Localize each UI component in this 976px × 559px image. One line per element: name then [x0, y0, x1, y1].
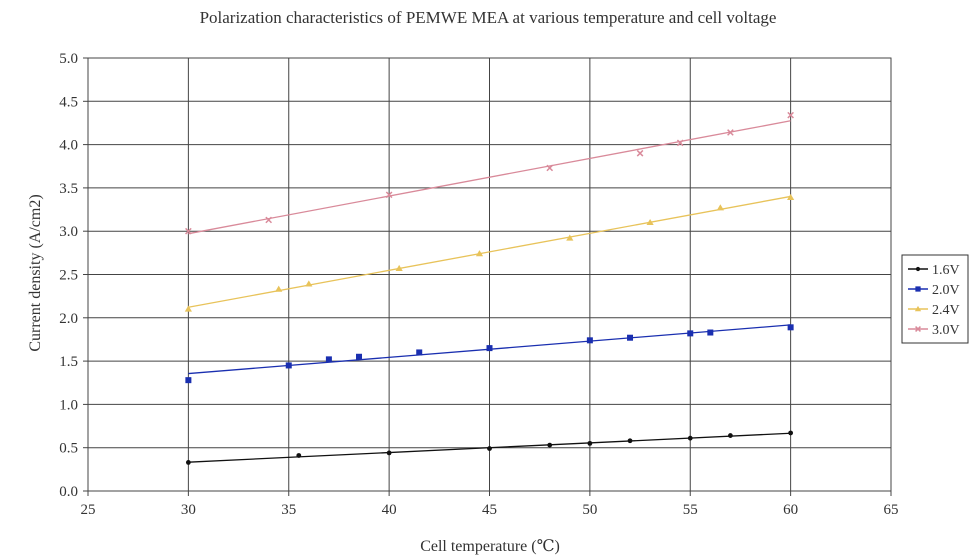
data-point	[787, 193, 795, 200]
axis-layer: 25 30 35 40 45 50 55 60 65 0.0 0.5 1.0 1.5 2.0 2.5 3.0 3…	[59, 51, 898, 518]
data-point	[386, 450, 392, 456]
series-line	[188, 195, 791, 308]
y-tick-label: 2.0	[59, 311, 78, 327]
data-point	[727, 129, 734, 136]
data-point	[787, 111, 794, 119]
data-point	[305, 280, 313, 287]
data-point	[265, 216, 273, 224]
data-point	[566, 234, 574, 241]
marker-stroke	[676, 139, 684, 147]
data-point	[325, 356, 332, 363]
y-tick-label: 1.0	[59, 397, 78, 413]
data-point	[487, 446, 492, 451]
y-axis-label: Current density (A/cm2)	[27, 194, 44, 351]
legend-item: 3.0V	[908, 323, 960, 338]
data-point	[184, 305, 192, 312]
legend-marker	[914, 305, 922, 312]
x-tick-label: 60	[783, 502, 798, 518]
data-point	[185, 460, 191, 465]
legend-label: 2.4V	[932, 303, 960, 318]
data-point	[627, 438, 633, 444]
marker-stroke	[385, 191, 393, 199]
legend-marker	[915, 286, 921, 292]
data-point	[627, 334, 634, 341]
data-point	[486, 345, 493, 352]
y-tick-label: 4.0	[59, 138, 78, 154]
x-tick-label: 55	[683, 502, 698, 518]
y-tick-label: 2.5	[59, 268, 78, 284]
data-point	[385, 191, 393, 199]
data-point	[185, 227, 192, 235]
legend-marker	[915, 266, 921, 272]
grid-layer	[87, 57, 892, 492]
x-tick-label: 50	[582, 502, 597, 518]
y-tick-label: 0.5	[59, 441, 78, 457]
marker-stroke	[727, 129, 734, 136]
data-point	[296, 453, 302, 458]
data-point	[716, 204, 724, 211]
legend-label: 3.0V	[932, 323, 960, 338]
data-point	[356, 353, 363, 360]
marker-stroke	[915, 326, 921, 332]
y-tick-label: 0.0	[59, 484, 78, 500]
y-tick-label: 3.0	[59, 224, 78, 240]
series-3.0V	[185, 111, 794, 235]
marker-stroke	[787, 111, 794, 119]
x-tick-label: 35	[281, 502, 296, 518]
y-tick-label: 4.5	[59, 94, 78, 110]
legend-marker	[915, 326, 921, 332]
data-point	[728, 433, 733, 438]
x-tick-label: 30	[181, 502, 196, 518]
series-line	[188, 120, 791, 235]
series-1.6V	[185, 430, 794, 465]
marker-stroke	[185, 227, 192, 235]
data-point	[586, 337, 593, 344]
data-point	[416, 349, 423, 356]
legend-label: 2.0V	[932, 283, 960, 298]
marker-stroke	[546, 164, 554, 172]
series-2.0V	[185, 324, 794, 384]
data-point	[587, 440, 593, 446]
y-tick-label: 5.0	[59, 51, 78, 67]
data-point	[646, 218, 654, 226]
legend: 1.6V 2.0V 2.4V 3.0V	[901, 254, 969, 344]
legend-item: 2.0V	[908, 283, 960, 298]
data-point	[687, 330, 694, 337]
data-point	[687, 435, 693, 441]
data-point	[475, 250, 484, 257]
data-point	[636, 149, 644, 157]
x-tick-label: 45	[482, 502, 497, 518]
legend-item: 2.4V	[908, 303, 960, 318]
chart-title: Polarization characteristics of PEMWE ME…	[199, 8, 777, 27]
x-tick-label: 65	[884, 502, 899, 518]
data-point	[707, 329, 714, 336]
x-axis-label: Cell temperature (℃)	[420, 538, 560, 555]
series-layer	[184, 111, 795, 465]
data-point	[185, 377, 192, 384]
data-point	[546, 164, 554, 172]
y-tick-label: 1.5	[59, 354, 78, 370]
marker-stroke	[636, 149, 644, 157]
data-point	[285, 362, 292, 369]
legend-label: 1.6V	[932, 263, 960, 278]
legend-item: 1.6V	[908, 263, 960, 278]
marker-stroke	[265, 216, 273, 224]
data-point	[788, 430, 794, 436]
x-tick-label: 25	[81, 502, 96, 518]
data-point	[275, 285, 283, 292]
series-2.4V	[184, 193, 795, 312]
y-tick-label: 3.5	[59, 181, 78, 197]
data-point	[787, 324, 794, 331]
x-tick-label: 40	[382, 502, 397, 518]
data-point	[676, 139, 684, 147]
data-point	[547, 442, 553, 448]
data-point	[395, 264, 403, 271]
